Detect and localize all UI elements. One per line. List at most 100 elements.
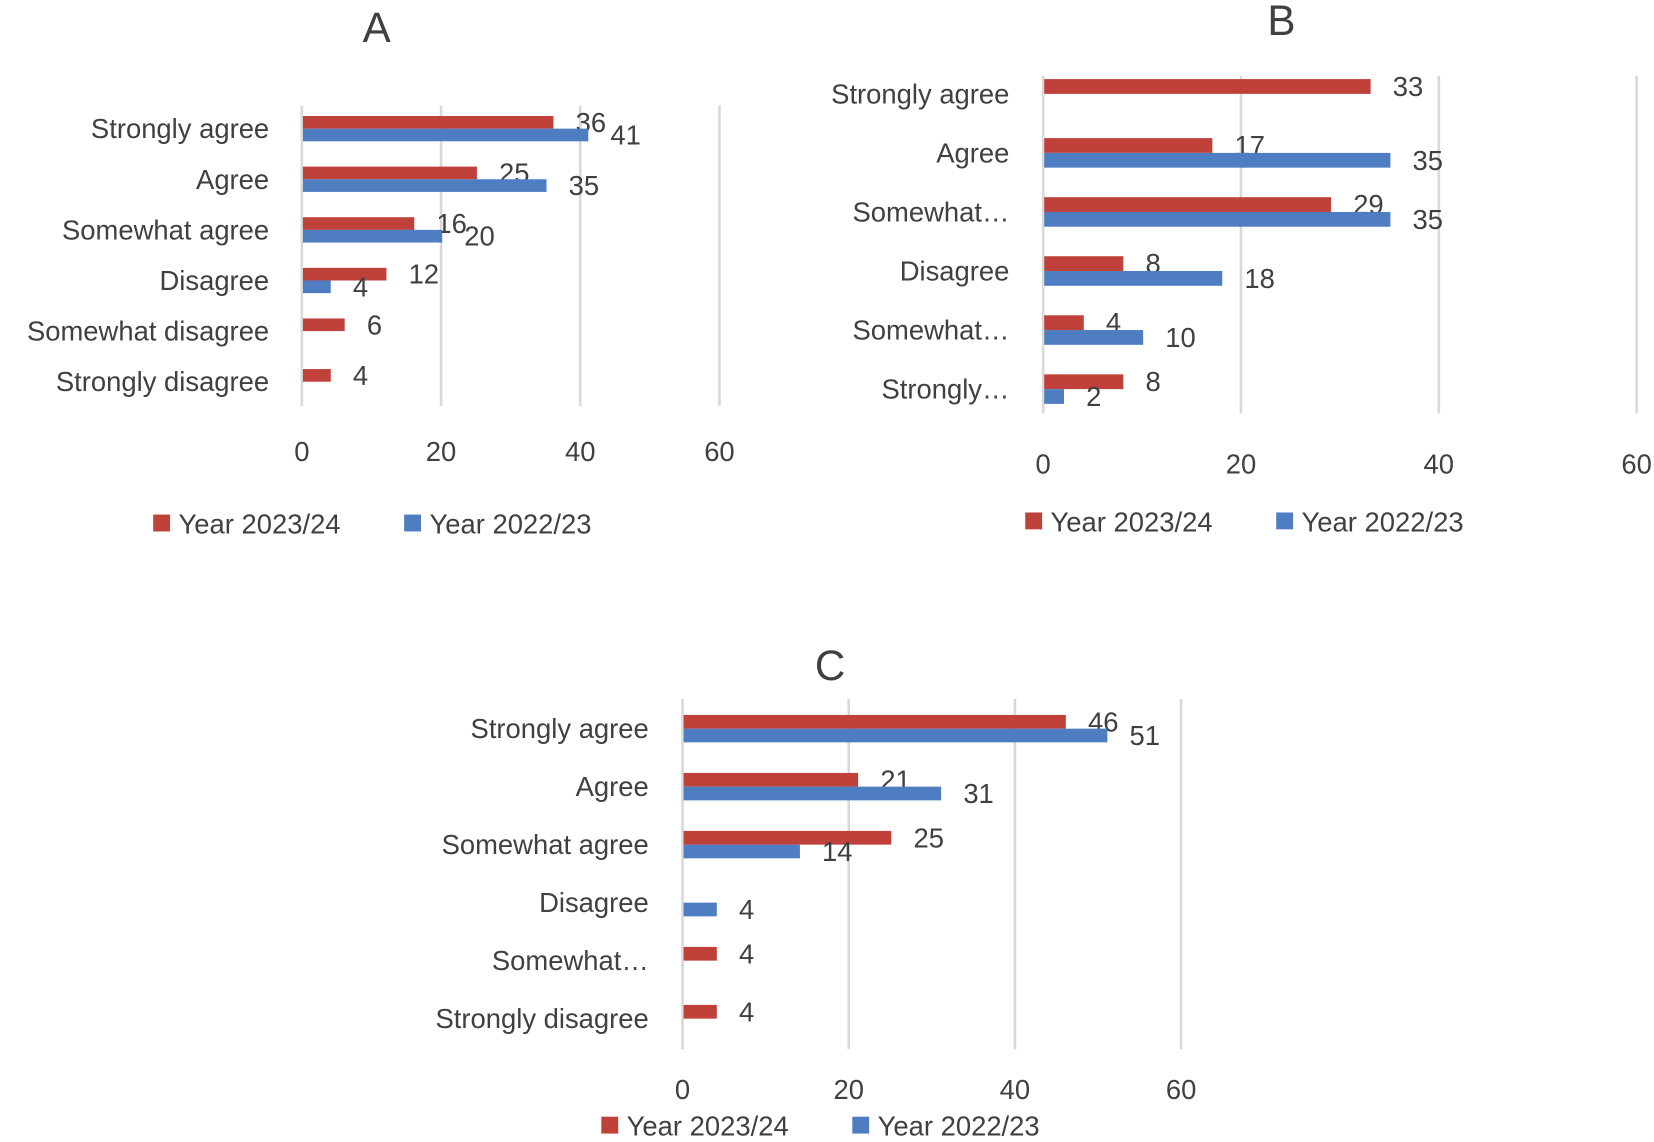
x-tick-label: 40 — [565, 436, 595, 467]
legend-label: Year 2023/24 — [627, 1111, 789, 1142]
data-label: 35 — [569, 170, 599, 201]
bar-2023-24 — [302, 217, 415, 230]
x-tick-label: 20 — [1226, 448, 1256, 479]
bar-2022-23 — [1044, 271, 1223, 286]
legend-swatch — [1025, 512, 1043, 530]
category-label: Somewhat… — [853, 196, 1010, 227]
bar-2023-24 — [1044, 197, 1332, 212]
data-label: 14 — [822, 836, 852, 867]
category-label: Strongly agree — [471, 713, 649, 744]
bar-2023-24 — [683, 714, 1066, 729]
legend-swatch — [404, 514, 422, 532]
x-tick-label: 0 — [675, 1074, 690, 1105]
bar-2023-24 — [683, 830, 892, 845]
data-label: 18 — [1244, 263, 1274, 294]
data-label: 12 — [409, 259, 439, 290]
legend-label: Year 2023/24 — [178, 509, 340, 540]
data-label: 8 — [1145, 366, 1160, 397]
bar-2022-23 — [683, 728, 1108, 743]
bar-2022-23 — [683, 786, 942, 801]
bar-2023-24 — [1044, 315, 1084, 331]
bar-2022-23 — [1044, 389, 1065, 404]
bar-2023-24 — [302, 267, 387, 281]
chart-title: A — [363, 4, 392, 51]
category-label: Agree — [196, 164, 269, 195]
legend-label: Year 2022/23 — [429, 509, 591, 540]
category-label: Agree — [576, 771, 649, 802]
x-tick-label: 60 — [704, 436, 734, 467]
bar-2022-23 — [683, 844, 800, 859]
category-label: Strongly agree — [91, 113, 269, 144]
category-label: Strongly… — [881, 374, 1009, 405]
data-label: 2 — [1086, 381, 1101, 412]
category-label: Somewhat agree — [62, 214, 269, 245]
bar-2022-23 — [302, 128, 589, 142]
bar-2023-24 — [1044, 256, 1124, 272]
bar-2023-24 — [302, 318, 345, 332]
x-tick-label: 20 — [833, 1074, 863, 1105]
bar-2022-23 — [302, 280, 331, 294]
category-label: Strongly disagree — [435, 1003, 648, 1034]
bar-2023-24 — [302, 115, 554, 129]
data-label: 35 — [1413, 204, 1443, 235]
x-tick-label: 0 — [294, 436, 309, 467]
x-tick-label: 60 — [1621, 448, 1651, 479]
data-label: 51 — [1130, 720, 1160, 751]
bar-2022-23 — [1044, 211, 1391, 227]
data-label: 25 — [913, 822, 943, 853]
data-label: 10 — [1165, 322, 1195, 353]
x-tick-label: 0 — [1036, 448, 1051, 479]
category-label: Somewhat agree — [442, 829, 649, 860]
legend-swatch — [601, 1116, 619, 1134]
x-tick-label: 60 — [1166, 1074, 1196, 1105]
legend-swatch — [1276, 512, 1294, 530]
data-label: 4 — [353, 271, 368, 302]
data-label: 4 — [739, 894, 754, 925]
legend-swatch — [852, 1116, 870, 1134]
data-label: 31 — [963, 778, 993, 809]
bar-2022-23 — [683, 902, 717, 917]
data-label: 33 — [1393, 71, 1423, 102]
category-label: Agree — [936, 137, 1009, 168]
data-label: 4 — [739, 938, 754, 969]
category-label: Disagree — [900, 255, 1010, 286]
bar-2023-24 — [683, 1004, 717, 1019]
category-label: Somewhat… — [492, 945, 649, 976]
chart-title: B — [1267, 0, 1295, 44]
data-label: 6 — [367, 309, 382, 340]
chart-title: C — [815, 642, 845, 689]
category-label: Strongly agree — [831, 78, 1009, 109]
bar-2023-24 — [683, 946, 717, 961]
bar-2023-24 — [302, 166, 477, 180]
data-label: 4 — [353, 360, 368, 391]
category-label: Strongly disagree — [56, 366, 269, 397]
legend-swatch — [153, 514, 171, 532]
legend-label: Year 2022/23 — [878, 1111, 1040, 1142]
category-label: Disagree — [539, 887, 649, 918]
bar-2023-24 — [1044, 79, 1371, 94]
category-label: Disagree — [159, 265, 269, 296]
bar-2023-24 — [302, 369, 331, 382]
bar-2022-23 — [1044, 152, 1391, 168]
category-label: Somewhat… — [853, 315, 1010, 346]
data-label: 20 — [464, 221, 494, 252]
x-tick-label: 20 — [426, 436, 456, 467]
data-label: 4 — [739, 996, 754, 1027]
category-label: Somewhat disagree — [27, 316, 269, 347]
bar-2023-24 — [1044, 374, 1124, 390]
legend-label: Year 2022/23 — [1302, 506, 1464, 537]
data-label: 35 — [1413, 145, 1443, 176]
data-label: 41 — [610, 119, 640, 150]
bar-2022-23 — [302, 179, 547, 192]
bar-2022-23 — [302, 229, 443, 243]
x-tick-label: 40 — [1424, 448, 1454, 479]
bar-2023-24 — [683, 772, 859, 787]
x-tick-label: 40 — [1000, 1074, 1030, 1105]
bar-2022-23 — [1044, 330, 1144, 345]
legend-label: Year 2023/24 — [1051, 506, 1213, 537]
bar-2023-24 — [1044, 138, 1213, 153]
